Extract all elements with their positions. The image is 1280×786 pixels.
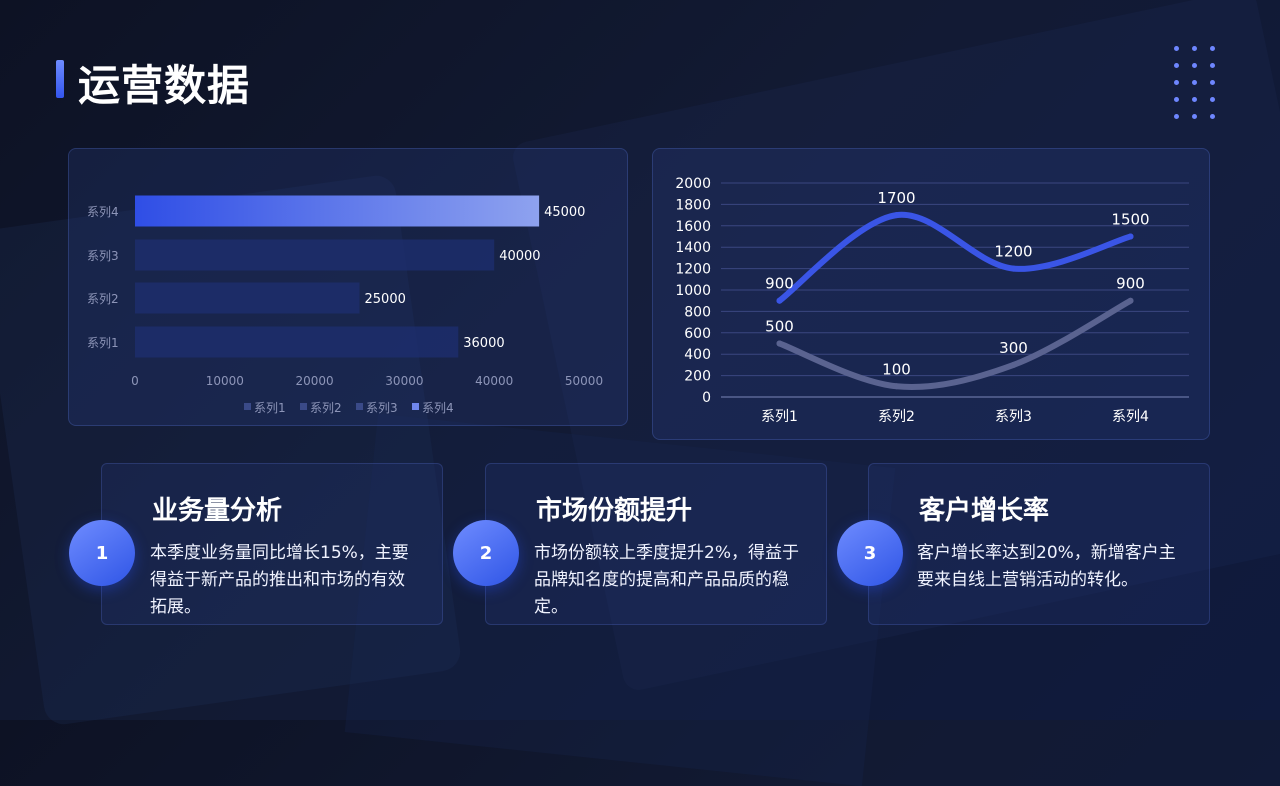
x-tick-label: 10000 [206, 374, 244, 388]
x-tick-label: 系列3 [995, 409, 1032, 425]
x-tick-label: 系列4 [1112, 409, 1149, 425]
y-tick-label: 系列4 [87, 205, 119, 219]
number-badge-2: 2 [453, 520, 519, 586]
number-badge-1: 1 [69, 520, 135, 586]
y-tick-label: 1000 [675, 283, 711, 299]
data-point [1010, 361, 1017, 368]
card-text: 本季度业务量同比增长15%，主要得益于新产品的推出和市场的有效拓展。 [150, 543, 409, 617]
card-title: 市场份额提升 [536, 496, 693, 526]
legend-item: 系列1 [254, 401, 286, 415]
bar [135, 239, 495, 271]
x-tick-label: 20000 [296, 374, 334, 388]
info-card-1: 业务量分析 本季度业务量同比增长15%，主要得益于新产品的推出和市场的有效拓展。 [101, 463, 443, 625]
y-tick-label: 系列1 [87, 336, 119, 350]
card-title: 客户增长率 [919, 496, 1050, 526]
x-tick-label: 0 [131, 374, 139, 388]
card-title: 业务量分析 [152, 496, 283, 526]
data-label: 45000 [544, 205, 585, 220]
x-tick-label: 40000 [475, 374, 513, 388]
y-tick-label: 1800 [675, 197, 711, 213]
bar [135, 326, 459, 358]
dot-grid-decoration [1174, 46, 1230, 130]
y-tick-label: 系列2 [87, 292, 119, 306]
data-label: 36000 [463, 336, 504, 351]
info-card-3: 客户增长率 客户增长率达到20%，新增客户主要来自线上营销活动的转化。 [868, 463, 1210, 625]
data-label: 1200 [994, 243, 1032, 261]
x-tick-label: 50000 [565, 374, 603, 388]
series-line [776, 297, 1134, 390]
y-tick-label: 2000 [675, 176, 711, 192]
data-point [776, 340, 783, 347]
y-tick-label: 600 [684, 326, 711, 342]
info-card-2: 市场份额提升 市场份额较上季度提升2%，得益于品牌知名度的提高和产品品质的稳定。 [485, 463, 827, 625]
x-tick-label: 系列2 [878, 409, 915, 425]
title-accent-bar [56, 60, 64, 98]
bar-chart-panel: 系列1 36000 系列2 25000 系列3 40000 系列4 45000 0 10000 20… [68, 148, 628, 426]
bar [135, 282, 360, 314]
legend-swatch [412, 403, 419, 410]
bar-chart: 系列1 36000 系列2 25000 系列3 40000 系列4 45000 0 10000 20… [87, 195, 603, 415]
card-text: 客户增长率达到20%，新增客户主要来自线上营销活动的转化。 [917, 543, 1176, 590]
line-chart: 0 200 400 600 800 1000 1200 1400 1600 1800 2000 系列1… [675, 176, 1189, 425]
legend-swatch [300, 403, 307, 410]
data-label: 900 [1116, 275, 1145, 293]
y-tick-label: 1600 [675, 219, 711, 235]
data-label: 40000 [499, 249, 540, 264]
data-label: 1700 [877, 189, 915, 207]
series-line [776, 211, 1134, 304]
data-label: 25000 [365, 292, 406, 307]
number-badge-3: 3 [837, 520, 903, 586]
data-label: 100 [882, 360, 911, 378]
data-label: 1500 [1111, 211, 1149, 229]
data-point [776, 297, 783, 304]
line-chart-panel: 0 200 400 600 800 1000 1200 1400 1600 1800 2000 系列1… [652, 148, 1210, 440]
page-title: 运营数据 [78, 61, 251, 110]
card-text: 市场份额较上季度提升2%，得益于品牌知名度的提高和产品品质的稳定。 [534, 543, 799, 617]
x-tick-label: 30000 [385, 374, 423, 388]
legend-swatch [356, 403, 363, 410]
legend-swatch [244, 403, 251, 410]
data-point [893, 383, 900, 390]
data-point [893, 212, 900, 219]
y-tick-label: 系列3 [87, 249, 119, 263]
y-tick-label: 200 [684, 369, 711, 385]
legend-item: 系列4 [422, 401, 454, 415]
legend-item: 系列3 [366, 401, 398, 415]
data-point [1010, 265, 1017, 272]
data-point [1127, 297, 1134, 304]
legend-item: 系列2 [310, 401, 342, 415]
data-label: 500 [765, 318, 794, 336]
bar [135, 195, 540, 227]
y-tick-label: 400 [684, 347, 711, 363]
y-tick-label: 1200 [675, 262, 711, 278]
data-point [1127, 233, 1134, 240]
data-label: 300 [999, 339, 1028, 357]
data-label: 900 [765, 275, 794, 293]
y-tick-label: 0 [702, 390, 711, 406]
y-tick-label: 800 [684, 304, 711, 320]
x-tick-label: 系列1 [761, 409, 798, 425]
y-tick-label: 1400 [675, 240, 711, 256]
